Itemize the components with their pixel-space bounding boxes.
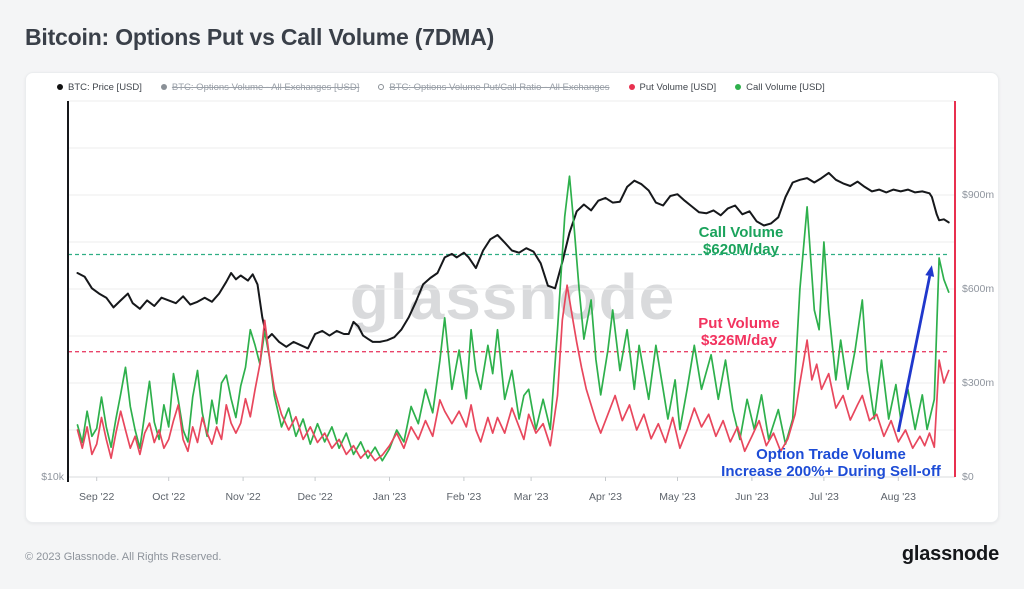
y-axis-right-label: $300m [962,377,995,389]
annotation-put-line1: Put Volume [698,315,780,332]
legend-dot-icon [160,84,167,90]
call-volume-line [76,175,950,462]
legend-item-label: Call Volume [USD] [746,81,825,93]
price-line [76,171,950,350]
legend-item-label: BTC: Options Volume - All Exchanges [USD… [171,81,360,93]
x-axis-label: Jan '23 [372,491,407,503]
annotation-call-line2: $620M/day [703,241,779,258]
legend-dot-icon [735,84,742,90]
x-axis-label: Mar '23 [513,491,549,503]
legend-item-btc-options-volume-all-exchanges-usd[interactable]: BTC: Options Volume - All Exchanges [USD… [160,81,360,93]
x-axis-label: Jul '23 [808,491,839,503]
footer-glassnode-logo: glassnode [901,543,999,565]
legend-item-put-volume-usd[interactable]: Put Volume [USD] [628,81,717,93]
legend-item-call-volume-usd[interactable]: Call Volume [USD] [735,82,825,93]
trend-arrow-icon [925,265,935,277]
annotation-selloff: Option Trade Volume Increase 200%+ Durin… [710,446,952,480]
glassnode-watermark: glassnode [349,261,676,333]
trend-arrow-shaft [896,275,932,433]
annotation-put-line2: $326M/day [701,332,777,349]
x-axis-label: Nov '22 [225,491,261,503]
legend-item-btc-options-volume-put-call-ratio-all-exchanges[interactable]: BTC: Options Volume Put/Call Ratio - All… [378,81,610,93]
annotation-call-line1: Call Volume [698,224,784,241]
y-axis-left-label: $10k [41,471,64,483]
annotation-put-volume: Put Volume $326M/day [639,315,839,349]
footer-copyright: © 2023 Glassnode. All Rights Reserved. [25,551,222,563]
x-axis-label: Aug '23 [880,491,916,503]
annotation-selloff-line1: Option Trade Volume [756,446,906,463]
page-title: Bitcoin: Options Put vs Call Volume (7DM… [25,24,495,50]
legend-dot-icon [57,84,63,90]
y-axis-right-label: $600m [962,283,995,295]
legend-item-btc-price-usd[interactable]: BTC: Price [USD] [57,82,142,93]
y-axis-right-label: $900m [962,189,995,201]
legend-item-label: Put Volume [USD] [639,81,717,93]
x-axis-label: Sep '22 [79,491,115,503]
x-axis-label: Apr '23 [589,491,622,503]
y-axis-right-label: $0 [962,471,974,483]
x-axis-label: Feb '23 [446,491,482,503]
annotation-call-volume: Call Volume $620M/day [641,224,841,258]
x-axis-label: Dec '22 [297,491,333,503]
legend-item-label: BTC: Options Volume Put/Call Ratio - All… [389,81,610,93]
x-axis-label: Jun '23 [735,491,769,503]
put-volume-line [76,284,950,462]
legend-ring-icon [378,84,385,90]
legend-dot-icon [628,84,635,90]
annotation-selloff-line2: Increase 200%+ During Sell-off [721,462,941,480]
chart-legend: BTC: Price [USD] BTC: Options Volume - Al… [57,80,825,94]
legend-item-label: BTC: Price [USD] [68,81,142,93]
x-axis-label: May '23 [659,491,696,503]
x-axis-label: Oct '22 [152,491,186,503]
